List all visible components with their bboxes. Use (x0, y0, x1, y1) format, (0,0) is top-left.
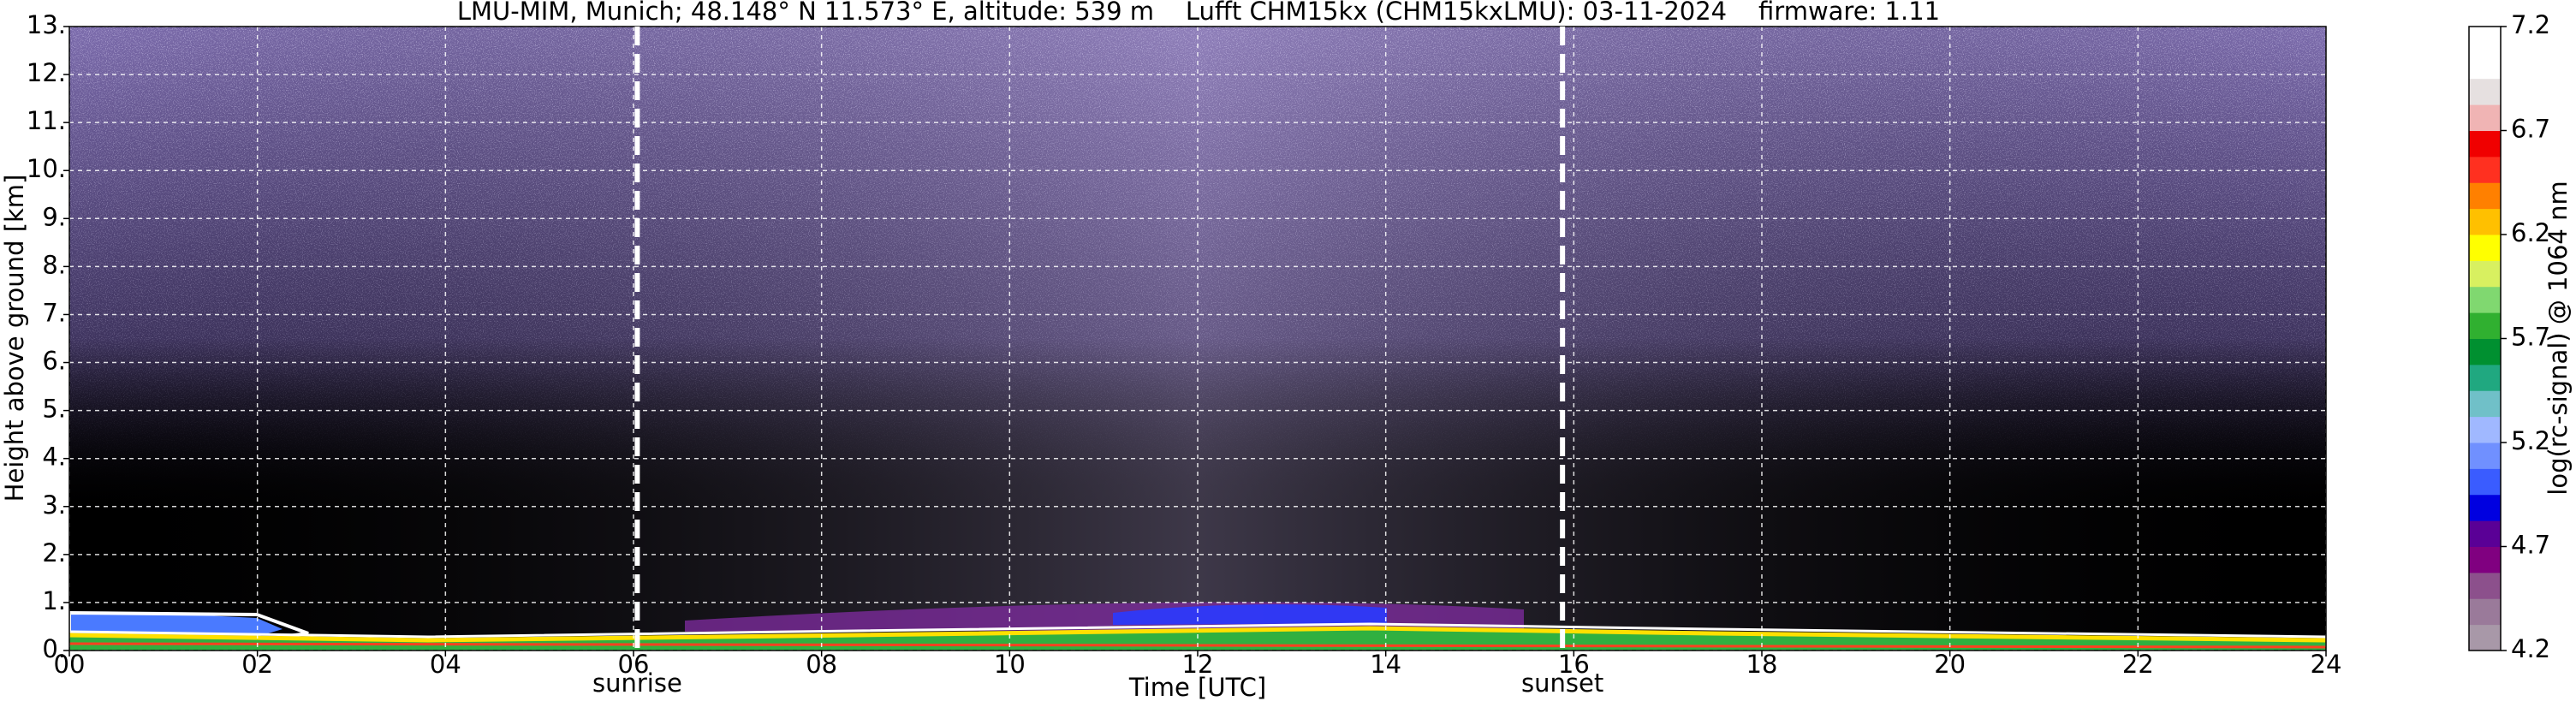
x-tick-label: 24 (2311, 650, 2342, 679)
y-tick-label: 5. (42, 395, 66, 424)
colorbar-segment (2469, 546, 2501, 573)
x-tick-label: 00 (54, 650, 86, 679)
y-tick-label: 6. (42, 347, 66, 376)
y-tick-label: 13. (27, 10, 66, 39)
colorbar-segment (2469, 52, 2501, 80)
surface-layer-edge (68, 622, 2327, 639)
colorbar-tick-label: 6.7 (2511, 115, 2550, 144)
colorbar-tick-label: 4.7 (2511, 531, 2550, 560)
colorbar-segment (2469, 520, 2501, 547)
colorbar-segment (2469, 598, 2501, 626)
annotation-label: sunset (1521, 668, 1603, 698)
y-tick-label: 0. (42, 634, 66, 663)
colorbar-segment (2469, 182, 2501, 210)
colorbar-segment (2469, 286, 2501, 313)
colorbar-tick-label: 7.2 (2511, 10, 2550, 39)
colorbar-segment (2469, 572, 2501, 599)
y-tick-label: 12. (27, 58, 66, 87)
colorbar-segment (2469, 624, 2501, 651)
y-tick-label: 10. (27, 154, 66, 183)
colorbar-segment (2469, 27, 2501, 53)
y-tick-label: 11. (27, 106, 66, 135)
plot-frame (68, 26, 2327, 651)
colorbar-segment (2469, 338, 2501, 365)
y-tick-label: 1. (42, 586, 66, 615)
x-tick-label: 10 (994, 650, 1026, 679)
chart-title: LMU-MIM, Munich; 48.148° N 11.573° E, al… (457, 0, 1940, 26)
x-tick-label: 18 (1746, 650, 1778, 679)
annotation-label: sunrise (592, 668, 682, 698)
x-tick-label: 02 (241, 650, 273, 679)
y-tick-label: 9. (42, 202, 66, 231)
colorbar-tick-label: 4.2 (2511, 634, 2550, 663)
aerosol-core (1113, 604, 1387, 625)
x-tick-label: 06 (618, 650, 650, 679)
colorbar-label: log(rc-signal) @ 1064 nm (2543, 181, 2573, 495)
colorbar-segment (2469, 312, 2501, 339)
x-tick-label: 16 (1558, 650, 1590, 679)
x-axis-label: Time [UTC] (1128, 673, 1266, 702)
colorbar-segment (2469, 390, 2501, 418)
colorbar-segment (2469, 104, 2501, 131)
colorbar-segment (2469, 364, 2501, 391)
colorbar-segment (2469, 416, 2501, 443)
colorbar-segment (2469, 260, 2501, 288)
x-tick-label: 22 (2122, 650, 2154, 679)
surface-layer-top (68, 626, 2327, 643)
y-tick-label: 4. (42, 443, 66, 472)
colorbar-segment (2469, 130, 2501, 157)
colorbar-segment (2469, 443, 2501, 469)
y-tick-label: 8. (42, 250, 66, 279)
y-tick-label: 2. (42, 538, 66, 567)
colorbar-segment (2469, 494, 2501, 521)
colorbar-segment (2469, 235, 2501, 261)
colorbar-tick-label: 5.2 (2511, 426, 2550, 455)
x-tick-label: 12 (1182, 650, 1214, 679)
colorbar-segment (2469, 156, 2501, 183)
x-tick-label: 20 (1934, 650, 1966, 679)
x-tick-label: 14 (1370, 650, 1401, 679)
y-axis-label: Height above ground [km] (0, 175, 29, 502)
colorbar-tick-label: 6.2 (2511, 218, 2550, 247)
x-tick-label: 04 (430, 650, 461, 679)
colorbar-tick-label: 5.7 (2511, 323, 2550, 352)
y-tick-label: 7. (42, 298, 66, 327)
colorbar-segment (2469, 78, 2501, 105)
y-tick-label: 3. (42, 490, 66, 520)
colorbar-segment (2469, 468, 2501, 496)
colorbar-segment (2469, 208, 2501, 235)
x-tick-label: 08 (806, 650, 837, 679)
